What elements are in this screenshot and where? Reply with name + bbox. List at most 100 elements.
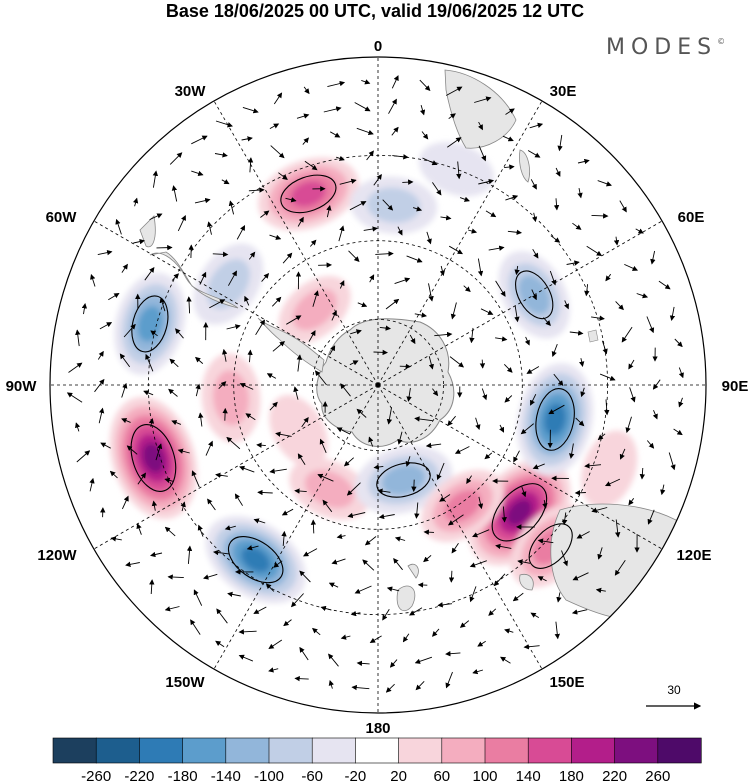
wind-vector <box>66 392 83 403</box>
wind-vector <box>336 155 345 161</box>
wind-vector <box>479 359 486 369</box>
wind-vector <box>150 551 163 558</box>
wind-vector <box>327 80 346 88</box>
wind-vector <box>303 548 318 557</box>
wind-vector <box>241 136 253 142</box>
wind-vector <box>468 228 478 234</box>
wind-vector <box>320 605 332 612</box>
wind-vector <box>621 326 633 343</box>
meridian-line <box>93 384 379 550</box>
wind-vector <box>604 478 621 487</box>
wind-vector <box>635 228 644 234</box>
wind-vector <box>391 126 399 136</box>
new-zealand <box>396 563 419 612</box>
wind-vector <box>356 408 367 418</box>
wind-vector <box>68 362 83 373</box>
wind-vector <box>414 416 433 422</box>
wind-vector <box>314 370 327 386</box>
wind-vector <box>569 443 575 459</box>
anomaly-shade <box>206 259 250 310</box>
wind-vector <box>125 561 140 567</box>
colorbar-swatch <box>225 737 270 764</box>
wind-vector <box>269 123 280 129</box>
colorbar-tick-label: 220 <box>602 768 627 783</box>
wind-vector <box>628 359 635 370</box>
wind-vector <box>646 440 655 449</box>
wind-vector <box>419 104 426 116</box>
wind-vector <box>171 420 182 426</box>
wind-vector <box>477 258 484 277</box>
wind-vector <box>674 338 683 348</box>
wind-vector <box>89 477 95 492</box>
wind-vector <box>531 212 538 223</box>
wind-vector <box>650 250 656 265</box>
anomaly-contour <box>280 174 337 214</box>
lon-label-30w: 30W <box>175 83 207 100</box>
wind-vector <box>388 98 397 114</box>
wind-vector <box>601 340 608 355</box>
wind-vector <box>477 496 484 510</box>
wind-vector <box>577 158 590 165</box>
wind-vector <box>228 200 235 215</box>
wind-vector <box>379 325 391 331</box>
wind-vector <box>354 102 371 112</box>
colorbar-swatch <box>95 737 140 764</box>
wind-vector <box>281 530 287 546</box>
wind-vector <box>402 633 410 643</box>
wind-vector <box>604 399 610 416</box>
wind-vector <box>488 608 497 616</box>
wind-vector <box>521 486 527 498</box>
wind-vector <box>226 324 241 330</box>
wind-vector <box>339 280 345 289</box>
wind-vector <box>297 453 306 466</box>
wind-vector <box>253 518 266 524</box>
wind-vector <box>199 271 207 285</box>
wind-vector <box>303 86 310 95</box>
wind-vector <box>228 270 237 286</box>
wind-vector <box>530 179 537 190</box>
colorbar-tick-label: 20 <box>390 768 407 783</box>
wind-vector <box>555 167 561 177</box>
wind-vector <box>115 218 122 235</box>
wind-vector <box>356 660 370 667</box>
meridian-line <box>213 100 379 386</box>
wind-vector <box>646 316 655 334</box>
wind-vector <box>572 222 582 230</box>
wind-vector <box>137 472 147 485</box>
wind-vector <box>121 418 131 424</box>
wind-vector <box>660 484 666 496</box>
anomaly-contour <box>376 462 431 498</box>
wind-vector <box>285 197 297 203</box>
wind-vector <box>221 179 230 185</box>
wind-vector <box>652 379 661 390</box>
wind-vector <box>212 251 229 258</box>
wind-vector <box>336 533 346 540</box>
wind-vector <box>169 358 179 368</box>
wind-vector <box>629 387 636 403</box>
wind-vector <box>290 593 304 608</box>
wind-vector <box>76 450 91 463</box>
colorbar-tick-label: 60 <box>433 768 450 783</box>
wind-vector <box>133 239 145 245</box>
wind-vector <box>373 173 382 186</box>
colorbar-swatch <box>139 737 184 764</box>
wind-vector <box>456 161 462 180</box>
wind-vector <box>597 547 603 560</box>
wind-vector <box>331 310 337 321</box>
wind-vector <box>385 683 395 693</box>
wind-vector <box>328 653 339 667</box>
wind-vector <box>349 360 359 366</box>
colorbar-swatch <box>311 737 357 764</box>
wind-vector <box>447 415 456 427</box>
lon-label-90w: 90W <box>6 378 38 395</box>
wind-vector <box>520 423 534 435</box>
modes-logo: MODES© <box>606 35 725 60</box>
wind-vector <box>501 506 507 523</box>
wind-vector <box>445 671 453 689</box>
wind-vector <box>636 293 649 299</box>
wind-vector <box>678 367 684 379</box>
wind-vector <box>550 235 561 243</box>
wind-vector <box>658 280 671 290</box>
wind-vector <box>439 265 445 277</box>
wind-vector <box>239 465 255 473</box>
